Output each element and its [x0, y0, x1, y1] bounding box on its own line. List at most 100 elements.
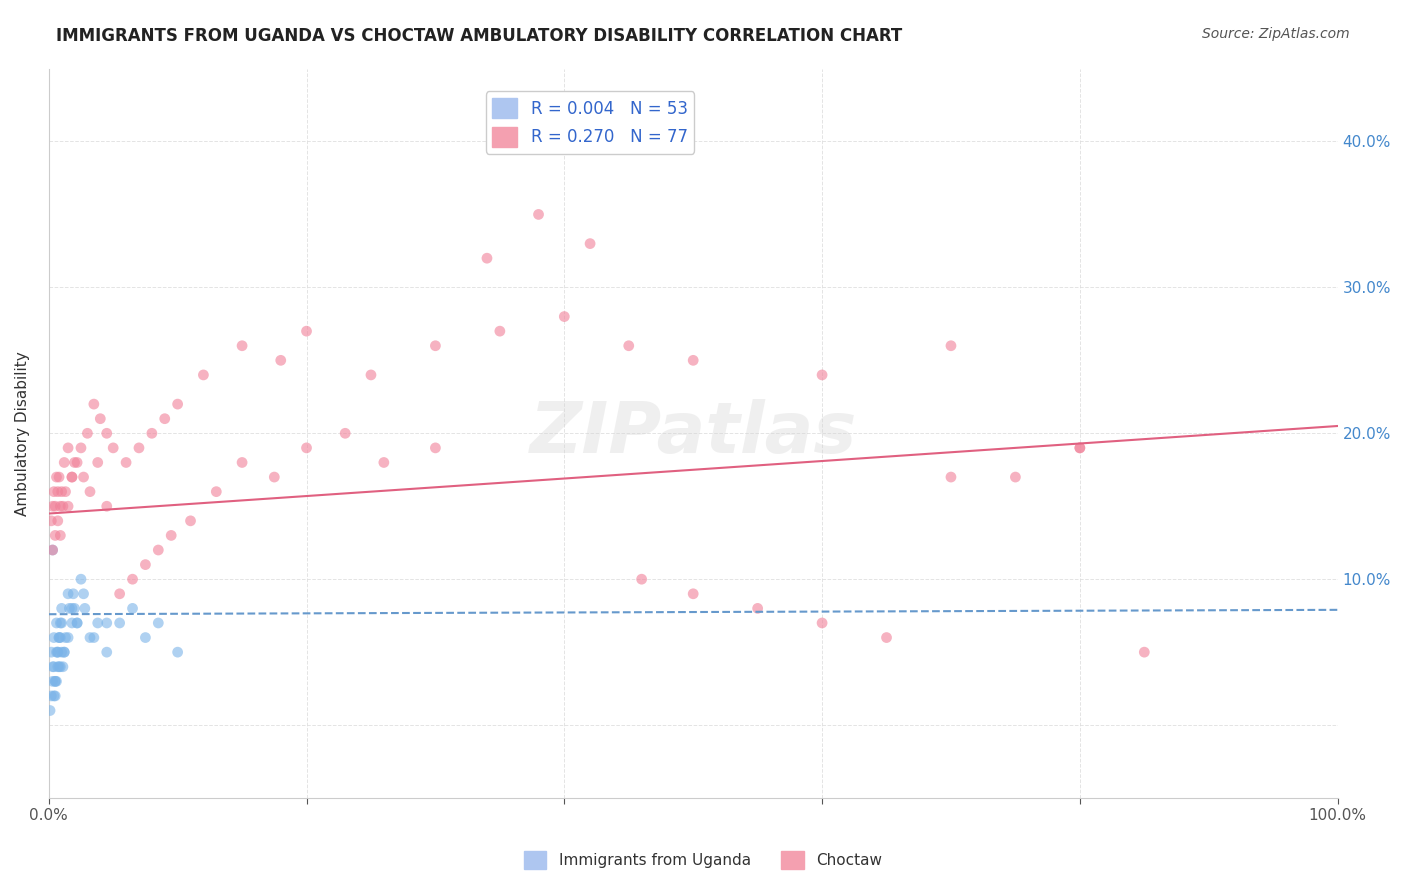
Point — [270, 353, 292, 368]
Point — [87, 615, 110, 630]
Point — [121, 572, 143, 586]
Point — [41, 543, 63, 558]
Point — [48, 631, 70, 645]
Point — [46, 514, 69, 528]
Point — [128, 441, 150, 455]
Text: IMMIGRANTS FROM UGANDA VS CHOCTAW AMBULATORY DISABILITY CORRELATION CHART: IMMIGRANTS FROM UGANDA VS CHOCTAW AMBULA… — [56, 27, 903, 45]
Point — [60, 470, 83, 484]
Point — [96, 500, 118, 514]
Point — [89, 411, 111, 425]
Point — [66, 455, 89, 469]
Point — [153, 411, 176, 425]
Point — [41, 659, 63, 673]
Point — [939, 339, 962, 353]
Point — [205, 484, 228, 499]
Point — [66, 615, 89, 630]
Point — [134, 558, 156, 572]
Point — [45, 615, 67, 630]
Point — [51, 601, 73, 615]
Point — [44, 689, 66, 703]
Point — [60, 470, 83, 484]
Point — [44, 528, 66, 542]
Point — [63, 601, 86, 615]
Point — [70, 572, 93, 586]
Point — [811, 615, 834, 630]
Point — [96, 645, 118, 659]
Point — [108, 587, 131, 601]
Point — [373, 455, 395, 469]
Legend: Immigrants from Uganda, Choctaw: Immigrants from Uganda, Choctaw — [517, 845, 889, 875]
Point — [263, 470, 285, 484]
Point — [46, 484, 69, 499]
Point — [682, 587, 704, 601]
Point — [939, 470, 962, 484]
Point — [160, 528, 183, 542]
Point — [55, 631, 77, 645]
Point — [60, 615, 83, 630]
Point — [66, 615, 89, 630]
Point — [45, 674, 67, 689]
Point — [49, 631, 72, 645]
Point — [475, 251, 498, 265]
Point — [579, 236, 602, 251]
Point — [72, 470, 94, 484]
Point — [41, 543, 63, 558]
Point — [231, 339, 253, 353]
Point — [52, 659, 75, 673]
Point — [45, 470, 67, 484]
Point — [115, 455, 138, 469]
Point — [811, 368, 834, 382]
Point — [44, 674, 66, 689]
Point — [56, 587, 79, 601]
Point — [56, 500, 79, 514]
Point — [46, 659, 69, 673]
Point — [489, 324, 512, 338]
Point — [49, 615, 72, 630]
Point — [72, 587, 94, 601]
Point — [39, 704, 62, 718]
Point — [41, 500, 63, 514]
Point — [108, 615, 131, 630]
Point — [180, 514, 202, 528]
Point — [46, 645, 69, 659]
Point — [121, 601, 143, 615]
Point — [44, 500, 66, 514]
Point — [62, 587, 84, 601]
Point — [747, 601, 769, 615]
Point — [96, 615, 118, 630]
Point — [425, 441, 447, 455]
Point — [96, 426, 118, 441]
Point — [876, 631, 898, 645]
Point — [79, 484, 101, 499]
Point — [51, 484, 73, 499]
Point — [630, 572, 652, 586]
Point — [335, 426, 357, 441]
Point — [42, 689, 65, 703]
Point — [49, 528, 72, 542]
Point — [41, 674, 63, 689]
Point — [148, 543, 170, 558]
Point — [134, 631, 156, 645]
Point — [76, 426, 98, 441]
Point — [49, 659, 72, 673]
Point — [42, 484, 65, 499]
Point — [295, 441, 318, 455]
Point — [295, 324, 318, 338]
Point — [51, 615, 73, 630]
Point — [83, 631, 105, 645]
Point — [42, 631, 65, 645]
Legend: R = 0.004   N = 53, R = 0.270   N = 77: R = 0.004 N = 53, R = 0.270 N = 77 — [485, 92, 695, 153]
Point — [148, 615, 170, 630]
Point — [48, 470, 70, 484]
Text: Source: ZipAtlas.com: Source: ZipAtlas.com — [1202, 27, 1350, 41]
Point — [48, 659, 70, 673]
Point — [56, 631, 79, 645]
Point — [49, 500, 72, 514]
Point — [48, 631, 70, 645]
Point — [73, 601, 96, 615]
Point — [87, 455, 110, 469]
Point — [682, 353, 704, 368]
Point — [56, 441, 79, 455]
Point — [103, 441, 125, 455]
Point — [166, 397, 188, 411]
